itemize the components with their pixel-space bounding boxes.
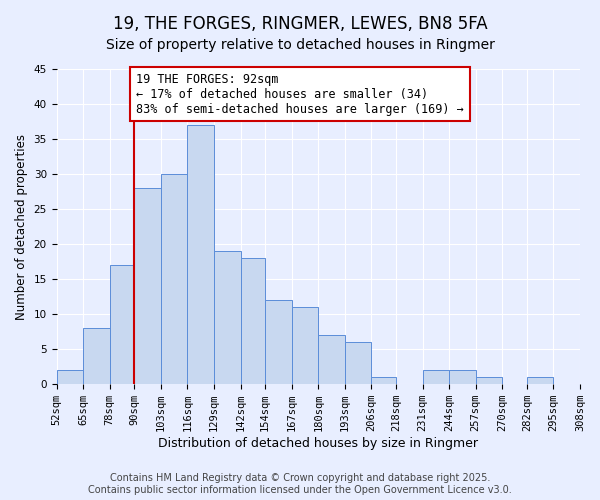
Bar bbox=[371, 377, 396, 384]
Bar bbox=[449, 370, 476, 384]
Bar bbox=[292, 307, 318, 384]
X-axis label: Distribution of detached houses by size in Ringmer: Distribution of detached houses by size … bbox=[158, 437, 478, 450]
Bar bbox=[422, 370, 449, 384]
Bar bbox=[161, 174, 187, 384]
Bar bbox=[265, 300, 292, 384]
Bar bbox=[318, 335, 345, 384]
Y-axis label: Number of detached properties: Number of detached properties bbox=[15, 134, 28, 320]
Bar bbox=[580, 377, 600, 384]
Bar bbox=[214, 251, 241, 384]
Bar bbox=[527, 377, 553, 384]
Bar bbox=[476, 377, 502, 384]
Bar bbox=[56, 370, 83, 384]
Bar bbox=[134, 188, 161, 384]
Bar bbox=[187, 125, 214, 384]
Text: Size of property relative to detached houses in Ringmer: Size of property relative to detached ho… bbox=[106, 38, 494, 52]
Bar bbox=[83, 328, 110, 384]
Bar bbox=[110, 265, 134, 384]
Bar bbox=[345, 342, 371, 384]
Text: Contains HM Land Registry data © Crown copyright and database right 2025.
Contai: Contains HM Land Registry data © Crown c… bbox=[88, 474, 512, 495]
Text: 19 THE FORGES: 92sqm
← 17% of detached houses are smaller (34)
83% of semi-detac: 19 THE FORGES: 92sqm ← 17% of detached h… bbox=[136, 72, 464, 116]
Bar bbox=[241, 258, 265, 384]
Text: 19, THE FORGES, RINGMER, LEWES, BN8 5FA: 19, THE FORGES, RINGMER, LEWES, BN8 5FA bbox=[113, 15, 487, 33]
